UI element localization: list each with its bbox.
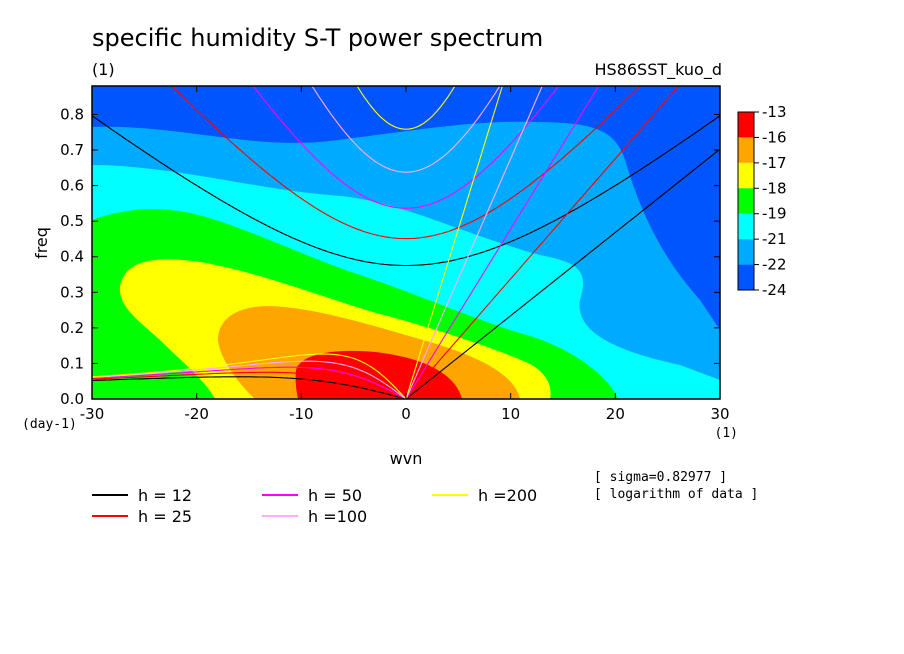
colorbar: -13 -16 -17 -18 -19 -21 -22 -24 <box>737 103 787 299</box>
colorbar-swatch <box>738 137 754 163</box>
y-tick-label: 0.4 <box>60 248 84 266</box>
legend-label: h =200 <box>478 486 537 505</box>
colorbar-frame <box>737 111 755 291</box>
inertia-gravity-wave-line <box>252 86 560 209</box>
legend-item: h = 25 <box>92 507 192 526</box>
y-tick-label: 0.7 <box>60 141 84 159</box>
x-axis-unit: (1) <box>715 426 738 441</box>
y-tick-label: 0.3 <box>60 283 84 301</box>
colorbar-label: -16 <box>762 128 787 146</box>
colorbar-swatch <box>738 112 754 138</box>
x-tick-label: -10 <box>289 405 314 423</box>
inertia-gravity-wave-line <box>92 115 720 267</box>
colorbar-label: -24 <box>762 281 787 299</box>
legend-label: h = 12 <box>138 486 192 505</box>
dispersion-curves-group <box>92 86 720 399</box>
colorbar-swatch <box>738 239 754 265</box>
colorbar-swatch <box>738 213 754 240</box>
colorbar-swatch <box>738 264 754 290</box>
contour-fill-group <box>92 86 720 399</box>
rossby-wave-line <box>92 371 407 399</box>
legend-item: h =200 <box>432 486 537 505</box>
legend-label: h = 50 <box>308 486 362 505</box>
inertia-gravity-wave-line <box>171 86 641 240</box>
colorbar-label: -13 <box>762 103 787 121</box>
y-tick-label: 0.8 <box>60 105 84 123</box>
chart-subtitle-right: HS86SST_kuo_d <box>595 60 723 80</box>
legend-label: h =100 <box>308 507 367 526</box>
rossby-wave-line <box>92 360 407 399</box>
dispersion-curve-h50 <box>92 86 600 399</box>
x-tick-label: 30 <box>710 405 729 423</box>
legend-item: h = 50 <box>262 486 362 505</box>
note-sigma: [ sigma=0.82977 ] <box>594 470 727 485</box>
x-axis-label: wvn <box>390 449 423 468</box>
y-tick-label: 0.0 <box>60 390 84 408</box>
legend: h = 12 h = 25 h = 50 h =100 h =200 <box>92 486 537 526</box>
kelvin-wave-line <box>405 86 680 399</box>
colorbar-label: -19 <box>762 205 787 223</box>
dispersion-curve-h200 <box>92 86 503 399</box>
x-tick-label: -20 <box>184 405 209 423</box>
rossby-wave-line <box>92 366 407 399</box>
chart-subtitle-left: (1) <box>92 60 115 79</box>
y-tick-label: 0.2 <box>60 319 84 337</box>
x-tick-label: -30 <box>80 405 105 423</box>
kelvin-wave-line <box>405 86 600 399</box>
inertia-gravity-wave-line <box>311 86 501 173</box>
y-tick-label: 0.6 <box>60 177 84 195</box>
chart-title: specific humidity S-T power spectrum <box>92 24 543 52</box>
colorbar-label: -17 <box>762 154 787 172</box>
y-tick-label: 0.5 <box>60 212 84 230</box>
x-tick-label: 10 <box>501 405 520 423</box>
colorbar-label: -22 <box>762 256 787 274</box>
rossby-wave-line <box>92 376 407 399</box>
legend-label: h = 25 <box>138 507 192 526</box>
axes-group: -30 -20 -10 0 10 20 30 0.0 0.1 0.2 0.3 0.4 0.5 0.6 0.7… <box>60 86 730 423</box>
kelvin-wave-line <box>405 86 503 399</box>
dispersion-curve-h100 <box>92 86 543 399</box>
rossby-wave-line <box>92 353 407 399</box>
kelvin-wave-line <box>405 148 720 399</box>
y-axis-unit: (day-1) <box>22 417 77 432</box>
inertia-gravity-wave-line <box>356 86 456 130</box>
y-axis-label: freq <box>32 227 51 259</box>
x-tick-label: 20 <box>606 405 625 423</box>
colorbar-swatch <box>738 188 754 214</box>
dispersion-curve-h12 <box>92 115 720 399</box>
colorbar-swatch <box>738 162 754 189</box>
y-tick-label: 0.1 <box>60 354 84 372</box>
colorbar-label: -18 <box>762 179 787 197</box>
x-tick-label: 0 <box>401 405 411 423</box>
legend-item: h =100 <box>262 507 367 526</box>
legend-item: h = 12 <box>92 486 192 505</box>
colorbar-label: -21 <box>762 230 787 248</box>
note-logarithm: [ logarithm of data ] <box>594 487 758 502</box>
kelvin-wave-line <box>405 86 543 399</box>
dispersion-curve-h25 <box>92 86 680 399</box>
